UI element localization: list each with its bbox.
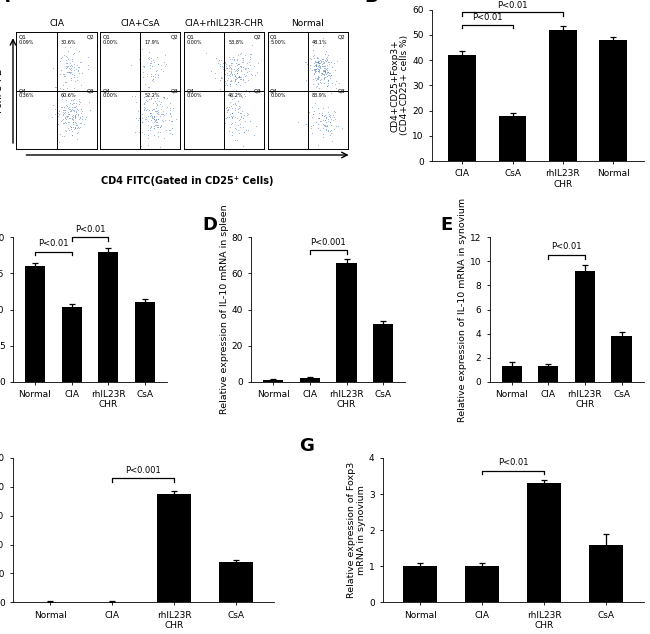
Text: P<0.001: P<0.001	[311, 238, 346, 247]
Bar	[263, 380, 283, 382]
Text: Normal: Normal	[291, 18, 324, 28]
Y-axis label: Relative expression of Foxp3
mRNA in synovium: Relative expression of Foxp3 mRNA in syn…	[346, 462, 366, 598]
Bar	[373, 324, 393, 382]
Text: CIA+CsA: CIA+CsA	[121, 18, 160, 28]
Bar	[527, 483, 562, 602]
Bar	[575, 271, 595, 382]
Bar	[157, 494, 191, 602]
Bar	[549, 30, 577, 161]
Text: P<0.01: P<0.01	[38, 239, 68, 248]
Text: A: A	[0, 0, 10, 6]
Bar	[499, 115, 526, 161]
Text: E: E	[441, 216, 453, 235]
Text: B: B	[365, 0, 378, 6]
Text: P<0.01: P<0.01	[551, 242, 582, 250]
Bar	[403, 566, 437, 602]
Bar	[62, 307, 82, 382]
Bar	[465, 566, 499, 602]
Text: P<0.01: P<0.01	[498, 458, 528, 467]
Text: D: D	[202, 216, 217, 235]
Text: FoxP3 PE: FoxP3 PE	[0, 68, 4, 113]
Text: P<0.01: P<0.01	[497, 1, 528, 10]
Bar	[300, 378, 320, 382]
Bar	[502, 366, 522, 382]
Text: P<0.01: P<0.01	[75, 224, 105, 234]
Text: G: G	[300, 437, 315, 455]
Bar	[219, 562, 254, 602]
Text: P<0.01: P<0.01	[472, 13, 502, 22]
Bar	[98, 252, 118, 382]
Bar	[25, 266, 45, 382]
Bar	[448, 55, 476, 161]
Y-axis label: Relative expression of IL-10 mRNA in synovium: Relative expression of IL-10 mRNA in syn…	[458, 197, 467, 422]
Bar	[612, 336, 632, 382]
Text: P<0.001: P<0.001	[125, 466, 161, 476]
Y-axis label: CD4+CD25+Foxp3+
(CD4+CD25+ cells %): CD4+CD25+Foxp3+ (CD4+CD25+ cells %)	[390, 36, 410, 135]
Bar	[337, 262, 357, 382]
Y-axis label: Relative expression of IL-10 mRNA in spleen: Relative expression of IL-10 mRNA in spl…	[220, 205, 229, 415]
Text: CD4 FITC(Gated in CD25⁺ Cells): CD4 FITC(Gated in CD25⁺ Cells)	[101, 176, 274, 186]
Bar	[589, 545, 623, 602]
Bar	[599, 40, 627, 161]
Bar	[135, 302, 155, 382]
Bar	[538, 366, 558, 382]
Text: CIA+rhIL23R-CHR: CIA+rhIL23R-CHR	[185, 18, 264, 28]
Text: CIA: CIA	[49, 18, 64, 28]
